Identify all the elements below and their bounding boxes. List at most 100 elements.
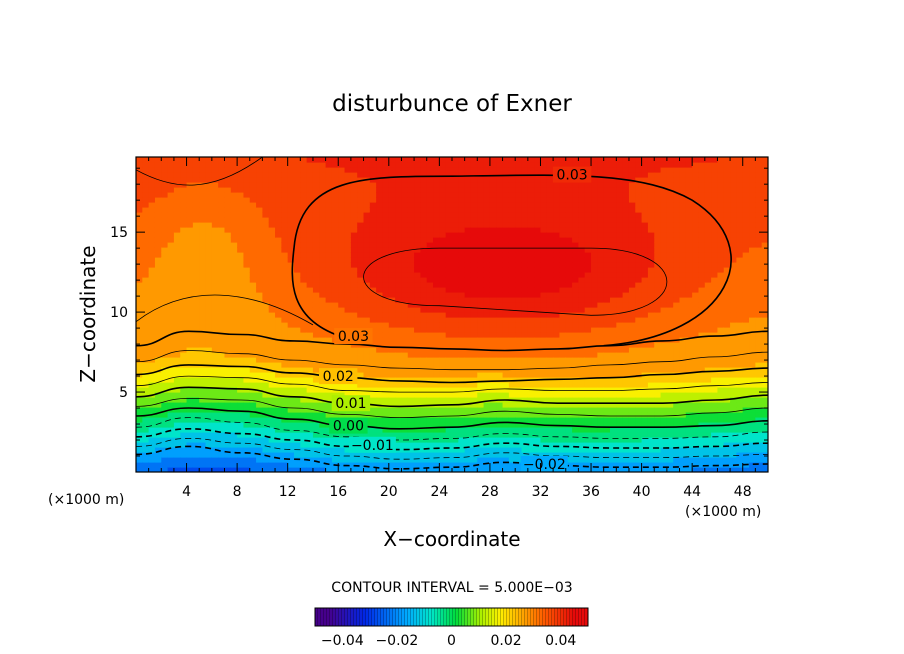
field-cell — [312, 377, 320, 383]
field-cell — [262, 217, 270, 223]
field-cell — [578, 352, 586, 358]
field-cell — [211, 307, 219, 313]
field-cell — [186, 217, 194, 223]
field-cell — [584, 337, 592, 343]
field-cell — [243, 252, 251, 258]
field-cell — [148, 442, 156, 448]
field-cell — [439, 467, 447, 472]
field-cell — [142, 422, 150, 428]
field-cell — [572, 242, 579, 248]
field-cell — [344, 252, 352, 258]
field-cell — [350, 232, 358, 238]
field-cell — [546, 252, 554, 258]
field-cell — [344, 172, 352, 178]
field-cell — [331, 237, 339, 243]
field-cell — [281, 257, 289, 263]
field-cell — [136, 267, 143, 273]
field-cell — [414, 407, 421, 413]
field-cell — [186, 207, 194, 213]
field-cell — [546, 402, 554, 408]
field-cell — [205, 447, 213, 453]
field-cell — [591, 302, 598, 308]
field-cell — [357, 217, 365, 223]
field-cell — [508, 197, 516, 203]
field-cell — [635, 457, 643, 463]
field-cell — [420, 167, 428, 173]
field-cell — [565, 332, 573, 338]
field-cell — [496, 247, 504, 253]
field-cell — [281, 202, 289, 208]
field-cell — [142, 402, 150, 408]
field-cell — [559, 327, 567, 333]
field-cell — [401, 267, 409, 273]
field-cell — [256, 287, 263, 293]
field-cell — [483, 282, 491, 288]
field-cell — [275, 307, 282, 313]
field-cell — [508, 357, 516, 363]
field-cell — [572, 182, 579, 188]
field-cell — [154, 237, 162, 243]
field-cell — [388, 257, 396, 263]
field-cell — [508, 202, 516, 208]
field-cell — [527, 357, 535, 363]
field-cell — [325, 387, 333, 393]
field-cell — [211, 427, 219, 433]
field-cell — [192, 327, 200, 333]
field-cell — [148, 347, 156, 353]
field-cell — [281, 362, 289, 368]
field-cell — [616, 167, 624, 173]
field-cell — [388, 202, 396, 208]
field-cell — [477, 442, 485, 448]
field-cell — [483, 212, 491, 218]
field-cell — [616, 387, 624, 393]
field-cell — [142, 372, 150, 378]
field-cell — [426, 237, 434, 243]
field-cell — [205, 172, 213, 178]
field-cell — [496, 382, 504, 388]
field-cell — [489, 322, 497, 328]
field-cell — [312, 212, 320, 218]
field-cell — [243, 422, 251, 428]
field-cell — [243, 292, 251, 298]
field-cell — [180, 457, 188, 463]
field-cell — [622, 422, 630, 428]
field-cell — [477, 437, 485, 443]
field-cell — [338, 192, 346, 198]
field-cell — [142, 247, 150, 253]
field-cell — [376, 202, 384, 208]
field-cell — [496, 362, 504, 368]
field-cell — [281, 422, 289, 428]
field-cell — [363, 462, 371, 468]
field-cell — [205, 242, 213, 248]
field-cell — [433, 227, 440, 233]
field-cell — [136, 417, 143, 423]
field-cell — [591, 272, 598, 278]
field-cell — [173, 202, 181, 208]
field-cell — [205, 417, 213, 423]
field-cell — [287, 277, 295, 283]
field-cell — [344, 452, 352, 458]
field-cell — [237, 362, 245, 368]
field-cell — [407, 217, 415, 223]
field-cell — [350, 237, 358, 243]
field-cell — [616, 302, 624, 308]
field-cell — [154, 382, 162, 388]
field-cell — [382, 257, 390, 263]
field-cell — [553, 287, 561, 293]
field-cell — [407, 207, 415, 213]
field-cell — [489, 277, 497, 283]
field-cell — [584, 402, 592, 408]
field-cell — [489, 357, 497, 363]
field-cell — [338, 322, 346, 328]
field-cell — [230, 302, 238, 308]
field-cell — [256, 237, 263, 243]
field-cell — [230, 452, 238, 458]
field-cell — [496, 242, 504, 248]
field-cell — [603, 432, 611, 438]
field-cell — [325, 222, 333, 228]
field-cell — [470, 247, 478, 253]
field-cell — [477, 207, 485, 213]
field-cell — [603, 212, 611, 218]
field-cell — [312, 257, 320, 263]
field-cell — [546, 407, 554, 413]
